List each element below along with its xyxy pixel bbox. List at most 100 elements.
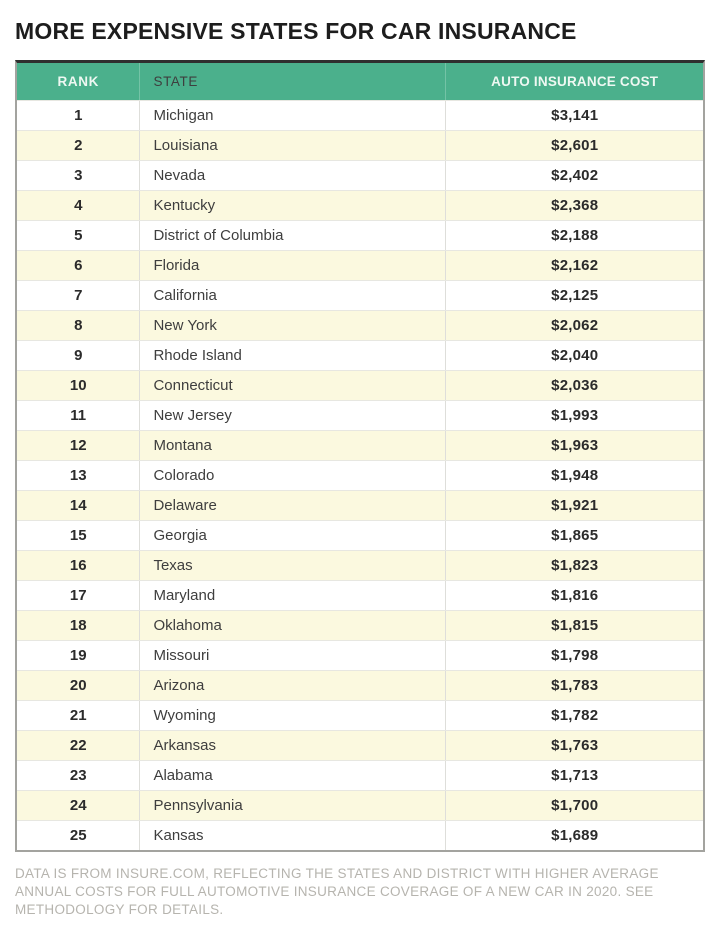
- cost-cell: $2,402: [551, 167, 599, 184]
- state-cell: Kansas: [140, 821, 447, 850]
- state-cell: Oklahoma: [140, 611, 447, 640]
- state-cell: Colorado: [140, 461, 447, 490]
- rank-cell: 7: [17, 281, 141, 310]
- cost-cell: $1,815: [551, 617, 599, 634]
- table-row: 18 Oklahoma $1,815: [17, 610, 703, 640]
- rank-cell: 24: [17, 791, 141, 820]
- rank-cell: 14: [17, 491, 141, 520]
- rank-cell: 25: [17, 821, 141, 850]
- state-cell: Nevada: [140, 161, 447, 190]
- table-row: 6 Florida $2,162: [17, 250, 703, 280]
- table-row: 9 Rhode Island $2,040: [17, 340, 703, 370]
- cost-cell: $1,816: [551, 587, 599, 604]
- rank-cell: 12: [17, 431, 141, 460]
- cost-cell: $1,993: [551, 407, 599, 424]
- column-header-rank: RANK: [17, 63, 141, 100]
- state-cell: Connecticut: [140, 371, 447, 400]
- table-row: 24 Pennsylvania $1,700: [17, 790, 703, 820]
- column-header-auto-insurance-cost: AUTO INSURANCE COST: [491, 74, 659, 89]
- cost-cell: $3,141: [551, 107, 599, 124]
- rank-cell: 3: [17, 161, 141, 190]
- cost-cell: $1,689: [551, 827, 599, 844]
- state-cell: Alabama: [140, 761, 447, 790]
- rank-cell: 13: [17, 461, 141, 490]
- rank-cell: 8: [17, 311, 141, 340]
- table-row: 11 New Jersey $1,993: [17, 400, 703, 430]
- table-row: 23 Alabama $1,713: [17, 760, 703, 790]
- state-cell: Michigan: [140, 101, 447, 130]
- table-row: 21 Wyoming $1,782: [17, 700, 703, 730]
- cost-cell: $1,921: [551, 497, 599, 514]
- table-row: 7 California $2,125: [17, 280, 703, 310]
- cost-cell: $1,963: [551, 437, 599, 454]
- rank-cell: 20: [17, 671, 141, 700]
- table-row: 17 Maryland $1,816: [17, 580, 703, 610]
- state-cell: Wyoming: [140, 701, 447, 730]
- state-cell: Rhode Island: [140, 341, 447, 370]
- table-row: 8 New York $2,062: [17, 310, 703, 340]
- cost-cell: $2,125: [551, 287, 599, 304]
- state-cell: Kentucky: [140, 191, 447, 220]
- rank-cell: 10: [17, 371, 141, 400]
- table-row: 2 Louisiana $2,601: [17, 130, 703, 160]
- cost-cell: $2,601: [551, 137, 599, 154]
- cost-cell: $2,368: [551, 197, 599, 214]
- table-row: 3 Nevada $2,402: [17, 160, 703, 190]
- state-cell: Montana: [140, 431, 447, 460]
- rank-cell: 6: [17, 251, 141, 280]
- cost-cell: $2,188: [551, 227, 599, 244]
- state-cell: Missouri: [140, 641, 447, 670]
- state-cell: Maryland: [140, 581, 447, 610]
- state-cell: Florida: [140, 251, 447, 280]
- state-cell: California: [140, 281, 447, 310]
- page-title: MORE EXPENSIVE STATES FOR CAR INSURANCE: [15, 18, 577, 44]
- table-row: 10 Connecticut $2,036: [17, 370, 703, 400]
- cost-cell: $1,763: [551, 737, 599, 754]
- rank-cell: 23: [17, 761, 141, 790]
- rank-cell: 16: [17, 551, 141, 580]
- rank-cell: 4: [17, 191, 141, 220]
- table-row: 16 Texas $1,823: [17, 550, 703, 580]
- state-cell: Pennsylvania: [140, 791, 447, 820]
- rank-cell: 9: [17, 341, 141, 370]
- table-row: 5 District of Columbia $2,188: [17, 220, 703, 250]
- cost-cell: $2,040: [551, 347, 599, 364]
- table-row: 20 Arizona $1,783: [17, 670, 703, 700]
- state-cell: Texas: [140, 551, 447, 580]
- cost-cell: $1,798: [551, 647, 599, 664]
- cost-cell: $1,783: [551, 677, 599, 694]
- state-cell: Louisiana: [140, 131, 447, 160]
- state-cell: District of Columbia: [140, 221, 447, 250]
- rank-cell: 1: [17, 101, 141, 130]
- table-header-row: RANK STATE AUTO INSURANCE COST: [17, 63, 703, 100]
- cost-cell: $1,782: [551, 707, 599, 724]
- footnote: DATA IS FROM INSURE.COM, REFLECTING THE …: [15, 866, 659, 917]
- table-row: 19 Missouri $1,798: [17, 640, 703, 670]
- state-cell: Georgia: [140, 521, 447, 550]
- column-header-state: STATE: [140, 63, 447, 100]
- cost-cell: $1,700: [551, 797, 599, 814]
- rank-cell: 18: [17, 611, 141, 640]
- rank-cell: 5: [17, 221, 141, 250]
- rank-cell: 21: [17, 701, 141, 730]
- rank-cell: 22: [17, 731, 141, 760]
- table-row: 4 Kentucky $2,368: [17, 190, 703, 220]
- table-row: 22 Arkansas $1,763: [17, 730, 703, 760]
- cost-cell: $2,162: [551, 257, 599, 274]
- cost-cell: $2,036: [551, 377, 599, 394]
- table-row: 14 Delaware $1,921: [17, 490, 703, 520]
- table-row: 25 Kansas $1,689: [17, 820, 703, 850]
- insurance-cost-table: RANK STATE AUTO INSURANCE COST 1 Michiga…: [15, 60, 705, 852]
- state-cell: New York: [140, 311, 447, 340]
- table-row: 12 Montana $1,963: [17, 430, 703, 460]
- rank-cell: 2: [17, 131, 141, 160]
- cost-cell: $1,713: [551, 767, 599, 784]
- rank-cell: 17: [17, 581, 141, 610]
- state-cell: Arkansas: [140, 731, 447, 760]
- table-row: 1 Michigan $3,141: [17, 100, 703, 130]
- cost-cell: $1,865: [551, 527, 599, 544]
- state-cell: Arizona: [140, 671, 447, 700]
- state-cell: New Jersey: [140, 401, 447, 430]
- rank-cell: 19: [17, 641, 141, 670]
